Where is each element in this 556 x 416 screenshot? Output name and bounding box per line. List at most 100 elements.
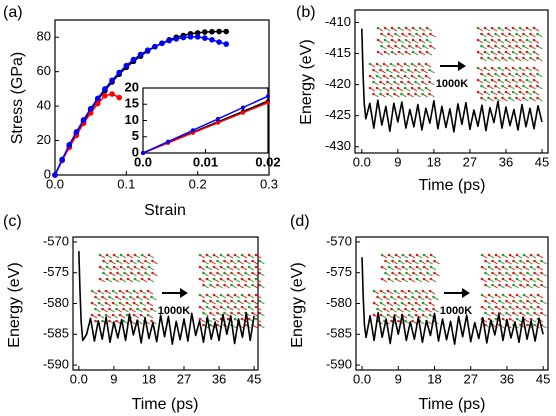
atom (529, 277, 533, 281)
atom (382, 74, 386, 78)
y-tick-label: -415 (325, 45, 351, 60)
atom (244, 259, 247, 263)
atom (414, 92, 417, 96)
atom (504, 66, 508, 70)
atom (212, 265, 216, 269)
atom (536, 56, 539, 60)
atom (393, 80, 396, 84)
atom (387, 253, 391, 257)
atom (118, 313, 122, 317)
atom (491, 299, 494, 303)
atom (491, 259, 494, 263)
atom (403, 62, 407, 66)
atom (405, 259, 408, 263)
atom (258, 271, 261, 275)
atom (425, 50, 429, 54)
atom (136, 307, 139, 311)
y-tick-label: 0 (132, 144, 139, 159)
atom (233, 317, 237, 321)
atom (393, 68, 396, 72)
atom (219, 253, 223, 257)
atom (529, 32, 532, 36)
atom (132, 289, 136, 293)
marker (194, 30, 201, 36)
atom (480, 72, 483, 76)
atom (216, 299, 219, 303)
atom (418, 26, 422, 30)
atom (139, 301, 143, 305)
atom (522, 56, 525, 60)
atom (429, 44, 432, 48)
atom (536, 84, 539, 88)
atom (418, 295, 421, 299)
atom (375, 74, 379, 78)
atom (494, 317, 498, 321)
atom (487, 56, 490, 60)
marker (166, 37, 172, 44)
atom (244, 271, 247, 275)
atom (133, 253, 137, 257)
atom (202, 271, 205, 275)
atom (408, 265, 412, 269)
marker (241, 105, 245, 110)
atom (490, 90, 494, 94)
atom (254, 277, 258, 281)
atom (198, 305, 202, 309)
atom (515, 253, 519, 257)
marker (216, 116, 220, 121)
atom (428, 313, 432, 317)
atom (424, 86, 428, 90)
atom (133, 265, 137, 269)
panel: 1000K 0.0 9 18 27 36 45 -570 -575 -580 -585 -590 (43, 233, 265, 386)
atom (233, 265, 237, 269)
atom (515, 317, 519, 321)
atom (202, 259, 205, 263)
x-tick-label: 45 (536, 371, 550, 386)
atom (254, 305, 258, 309)
atom (411, 38, 415, 42)
atom (390, 307, 393, 311)
x-tick-label: 0.01 (193, 154, 218, 169)
atom (391, 259, 394, 263)
atom (223, 283, 226, 287)
atom (240, 293, 244, 297)
atom (476, 50, 480, 54)
x-tick-label: 18 (427, 371, 441, 386)
marker (123, 62, 130, 69)
atom (404, 295, 407, 299)
atom (529, 317, 533, 321)
marker (209, 28, 215, 35)
atom (397, 307, 400, 311)
series-line (361, 28, 543, 133)
marker (223, 28, 229, 35)
atom (146, 301, 150, 305)
marker (187, 34, 194, 40)
atom (421, 313, 425, 317)
atom (108, 307, 111, 311)
atom (484, 299, 487, 303)
atom (525, 78, 529, 82)
atom (483, 90, 487, 94)
atom (400, 92, 403, 96)
atom (529, 96, 532, 100)
atom (376, 295, 379, 299)
atom (480, 84, 483, 88)
y-axis-label: Energy (eV) (6, 262, 23, 347)
atom (494, 96, 497, 100)
atom (529, 305, 533, 309)
atom (226, 265, 230, 269)
atom (515, 32, 518, 36)
atom (205, 265, 209, 269)
atom (379, 92, 382, 96)
atom (398, 259, 401, 263)
y-tick-label: 40 (37, 98, 51, 113)
atom (476, 90, 480, 94)
atom (379, 301, 383, 305)
atom (494, 293, 498, 297)
atom (494, 72, 497, 76)
marker (95, 100, 101, 107)
marker (130, 56, 137, 63)
atom (133, 277, 137, 281)
atom (389, 62, 393, 66)
atom (511, 38, 515, 42)
